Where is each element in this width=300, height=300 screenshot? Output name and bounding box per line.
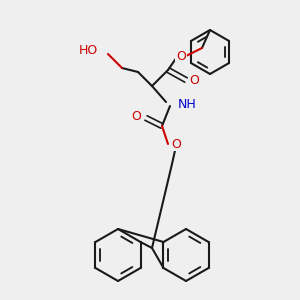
Text: O: O [131, 110, 141, 122]
Text: NH: NH [178, 98, 197, 110]
Text: O: O [171, 137, 181, 151]
Text: O: O [176, 50, 186, 62]
Text: O: O [189, 74, 199, 88]
Text: HO: HO [79, 44, 98, 56]
